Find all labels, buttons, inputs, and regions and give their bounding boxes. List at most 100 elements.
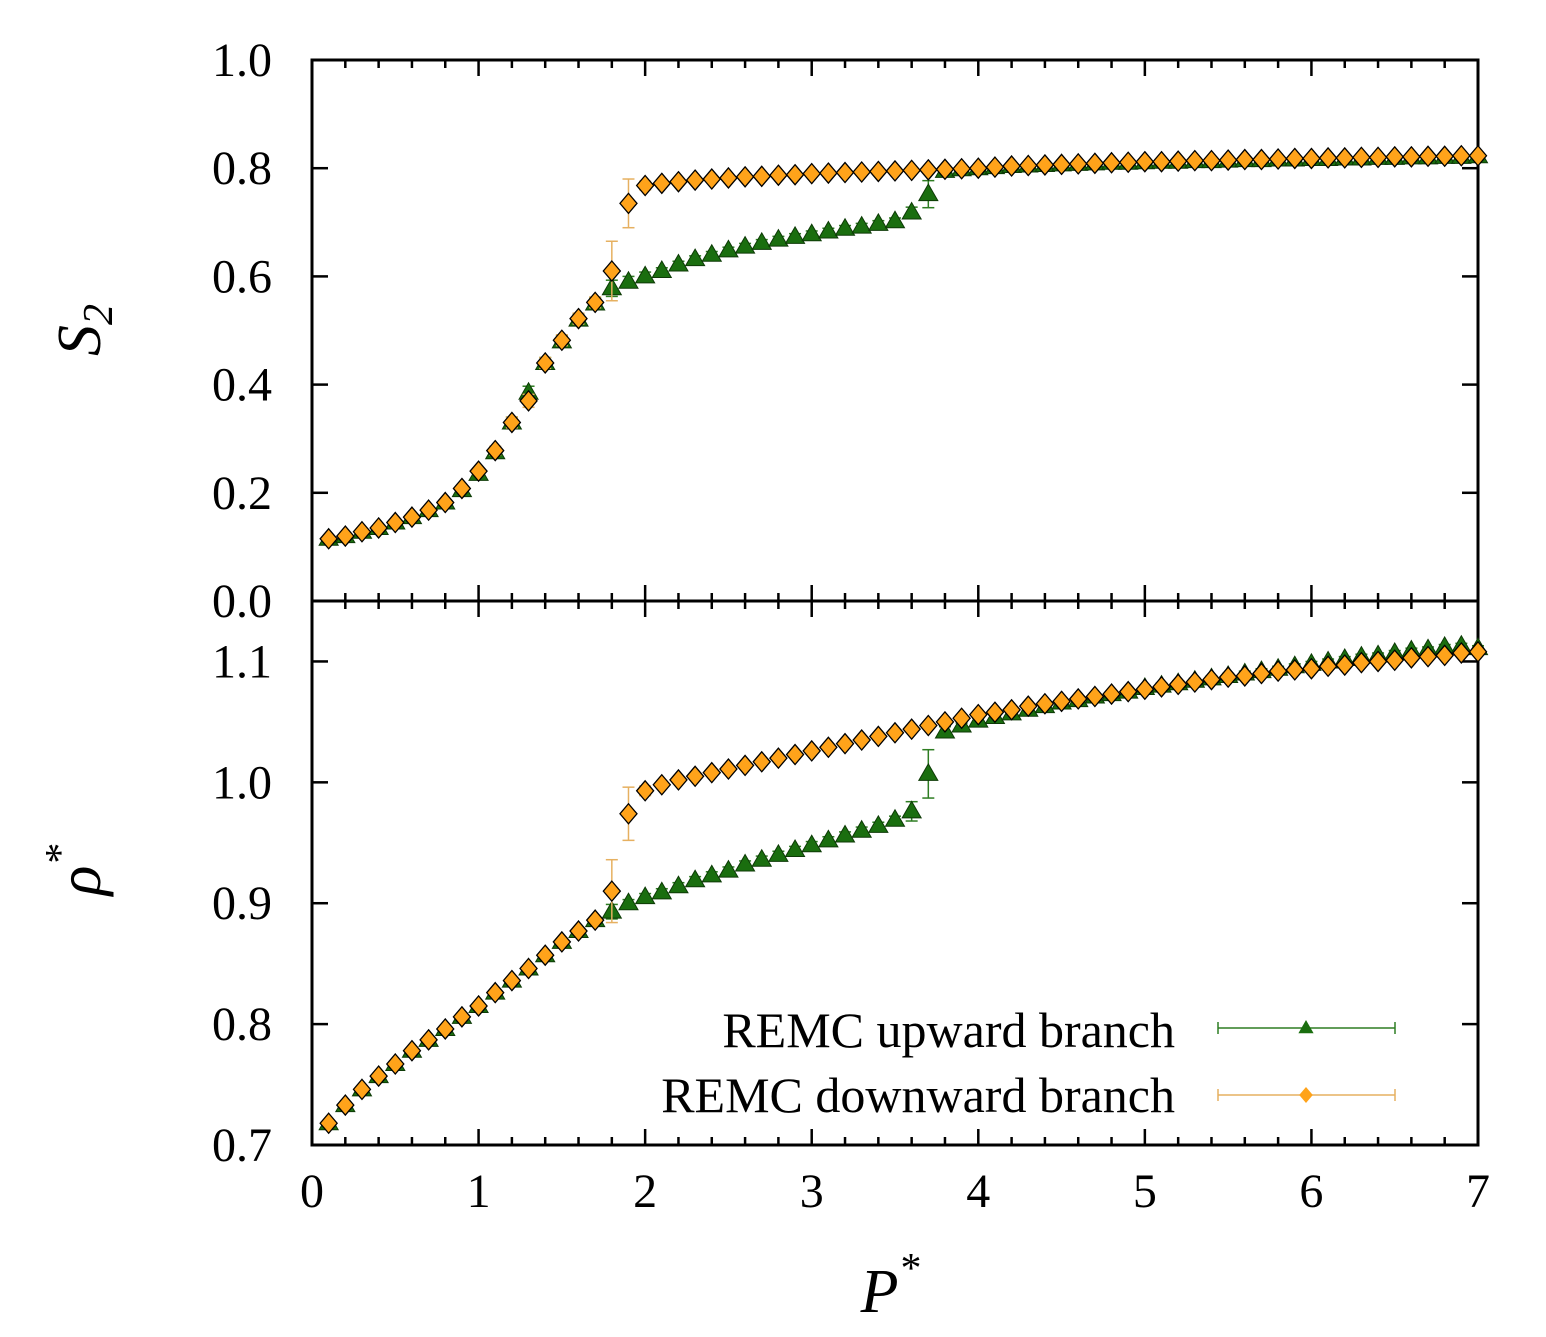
data-point-triangle [834,217,856,236]
data-point-diamond [485,981,505,1004]
data-point-diamond [569,920,588,943]
x-tick-label: 5 [1133,1165,1157,1218]
data-point-diamond [1152,150,1171,173]
data-point-diamond [502,969,522,992]
data-point-diamond [752,165,772,188]
data-point-triangle [768,843,789,862]
data-point-diamond [1302,657,1321,680]
data-point-diamond [1268,660,1288,683]
data-point-diamond [1168,673,1188,696]
data-point-diamond [1435,145,1455,168]
y-tick-label: 0.7 [212,1119,272,1172]
top-panel-s2: 0.0 0.2 0.4 0.6 0.8 1.0 [212,34,1489,628]
data-point-diamond [1135,150,1155,173]
data-point-diamond [685,765,705,788]
data-point-diamond [852,160,872,183]
data-point-triangle [818,829,839,848]
data-point-diamond [1335,146,1355,169]
data-point-diamond [952,707,971,730]
data-point-triangle [718,239,739,258]
series-upward [318,145,1489,546]
data-point-diamond [1185,670,1205,693]
data-point-triangle [751,848,773,867]
data-point-diamond [785,163,805,186]
data-point-diamond [669,170,688,193]
data-point-triangle [784,225,806,244]
y-tick-label: 0.8 [212,142,272,195]
data-point-triangle [784,839,806,858]
data-point-diamond [469,460,488,483]
data-point-diamond [1368,650,1388,673]
data-point-triangle [818,220,839,239]
data-point-diamond [585,909,605,932]
data-point-diamond [769,747,788,770]
data-point-triangle [701,864,723,883]
data-point-diamond [369,516,388,539]
legend-marker-triangle [1298,1020,1314,1034]
data-point-diamond [1402,646,1421,669]
data-point-diamond [1052,690,1071,713]
data-point-diamond [352,1078,372,1101]
plot-frame [310,58,1480,603]
data-point-triangle [668,875,689,894]
data-point-triangle [751,231,773,250]
data-point-diamond [469,994,488,1017]
data-point-diamond [1185,149,1205,172]
data-point-triangle [634,265,656,284]
data-point-triangle [701,243,723,262]
data-point-diamond [602,880,622,903]
data-point-diamond [1252,148,1271,171]
data-point-diamond [735,754,755,777]
series-downward [319,640,1488,1135]
legend-sample-downward [1217,1087,1396,1103]
data-point-triangle [901,201,923,220]
x-tick-label: 2 [633,1165,657,1218]
top-y-axis-label: S2 [46,304,122,356]
x-tick-label: 1 [467,1165,491,1218]
x-tick-label: 6 [1299,1165,1323,1218]
data-point-diamond [1135,678,1155,701]
data-point-diamond [1218,149,1238,172]
data-point-diamond [1068,152,1088,175]
data-point-triangle [851,215,873,234]
data-point-diamond [1385,145,1405,168]
bottom-y-axis-label: ρ* [38,845,114,898]
series-downward [319,144,1488,550]
data-point-diamond [619,802,638,825]
data-point-diamond [1468,144,1488,167]
data-point-diamond [1235,148,1255,171]
data-point-diamond [835,732,855,755]
data-point-diamond [569,307,588,330]
data-point-diamond [652,172,672,195]
data-point-diamond [519,389,538,412]
data-point-diamond [1018,695,1038,718]
data-point-diamond [1418,145,1438,168]
data-point-diamond [1018,154,1038,177]
data-point-diamond [702,168,722,191]
data-point-diamond [985,156,1005,179]
data-point-triangle [651,259,673,278]
data-point-diamond [702,761,722,784]
legend-sample-upward [1217,1020,1396,1034]
data-point-diamond [552,930,572,953]
data-point-diamond [1035,692,1055,715]
data-point-triangle [651,881,673,900]
data-point-diamond [535,944,555,967]
data-point-triangle [851,819,873,838]
data-point-diamond [719,166,738,189]
data-point-diamond [1451,144,1471,167]
data-point-diamond [1085,685,1105,708]
data-point-triangle [734,235,756,254]
data-point-diamond [652,773,672,796]
data-point-diamond [1152,675,1171,698]
data-point-diamond [602,259,622,282]
data-point-diamond [335,525,355,548]
data-point-diamond [1285,147,1305,170]
data-point-diamond [1102,683,1121,706]
data-point-diamond [885,721,905,744]
data-point-diamond [968,703,988,726]
data-point-triangle [834,824,856,843]
data-point-diamond [435,491,455,514]
data-point-diamond [752,750,772,773]
